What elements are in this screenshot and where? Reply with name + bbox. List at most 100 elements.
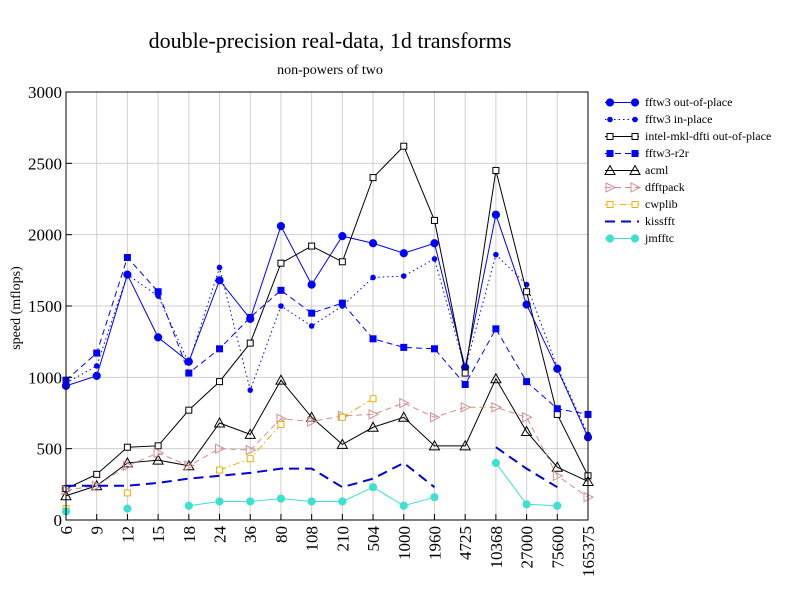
series-4 [60, 372, 594, 501]
legend-marker [606, 133, 614, 140]
legend-marker [606, 201, 614, 208]
data-point [336, 438, 349, 449]
data-point [307, 416, 318, 427]
data-point [92, 480, 103, 492]
x-tick-label: 18 [180, 526, 199, 543]
y-tick-label: 1000 [28, 368, 62, 387]
data-point [216, 466, 224, 474]
data-point [368, 483, 378, 492]
data-point [399, 501, 408, 510]
data-point [397, 411, 410, 422]
x-tick-label: 10368 [487, 526, 506, 569]
data-point [93, 470, 101, 478]
data-point [491, 458, 500, 468]
x-tick-label: 80 [272, 526, 291, 543]
data-point [185, 369, 193, 377]
data-point [430, 345, 438, 353]
data-point [215, 276, 224, 285]
data-point [154, 442, 162, 450]
data-point [491, 210, 500, 219]
legend-label: dfftpack [645, 180, 685, 194]
data-point [276, 494, 286, 503]
data-point [308, 309, 316, 317]
x-tick-label: 15 [149, 526, 168, 543]
data-point [277, 259, 285, 267]
series-line [495, 446, 558, 489]
legend-label: fftw3-r2r [645, 146, 689, 160]
data-point [461, 369, 469, 377]
x-tick-label: 210 [333, 526, 352, 552]
data-point [154, 333, 163, 342]
data-point [430, 239, 439, 248]
data-point [399, 397, 410, 409]
x-axis: 6 9 12 15 18 24 36 80 108 210 504 1000 1960 4725 10368… [57, 514, 598, 577]
legend-marker [632, 116, 638, 123]
x-tick-label: 12 [118, 526, 137, 543]
data-point [523, 288, 531, 296]
data-point [338, 413, 346, 421]
data-point [123, 443, 131, 451]
series-2 [62, 142, 592, 493]
data-point [338, 258, 346, 266]
data-point [277, 286, 285, 294]
data-point [277, 420, 285, 428]
y-tick-label: 0 [54, 511, 63, 530]
series-1 [63, 251, 591, 438]
data-point [246, 313, 254, 321]
data-point [213, 416, 226, 428]
legend-swatch [605, 201, 639, 208]
data-point [461, 380, 469, 388]
data-point [400, 142, 408, 150]
legend-marker [629, 164, 641, 175]
data-point [370, 274, 376, 281]
data-point [430, 493, 439, 502]
data-point [369, 395, 377, 403]
x-tick-label: 165375 [579, 526, 598, 577]
data-point [216, 345, 224, 353]
data-point [215, 443, 226, 454]
data-point [551, 461, 564, 472]
series-line [342, 398, 374, 418]
data-point [428, 439, 441, 451]
data-point [459, 439, 472, 451]
data-point [152, 454, 164, 465]
x-tick-label: 36 [241, 526, 260, 543]
y-tick-label: 2000 [28, 226, 62, 245]
legend-marker [605, 98, 615, 107]
data-point [367, 421, 379, 432]
data-point [247, 387, 254, 393]
data-point [184, 501, 193, 510]
data-point [276, 222, 286, 231]
legend-label: cwplib [645, 197, 678, 211]
y-tick-label: 1500 [28, 297, 62, 316]
y-tick-label: 500 [37, 440, 63, 459]
data-point [122, 460, 134, 472]
data-point [246, 455, 254, 463]
data-point [368, 409, 380, 420]
data-point [123, 489, 131, 497]
data-point [460, 401, 472, 413]
series-line [65, 212, 589, 438]
legend-label: fftw3 out-of-place [645, 95, 733, 109]
data-point [429, 411, 441, 423]
data-point [553, 405, 561, 413]
x-tick-label: 9 [88, 526, 107, 535]
x-tick-label: 4725 [456, 526, 475, 560]
data-point [307, 280, 316, 289]
legend-marker [630, 182, 642, 193]
data-point [93, 349, 101, 357]
legend-swatch [605, 182, 642, 193]
x-tick-label: 75600 [548, 526, 567, 569]
legend-swatch [605, 98, 640, 107]
data-point [553, 410, 561, 418]
legend-marker [631, 133, 639, 140]
legend-swatch [605, 234, 640, 243]
data-point [523, 378, 531, 386]
data-point [490, 372, 502, 384]
data-point [216, 378, 224, 386]
series-layer [60, 142, 595, 516]
data-point [92, 371, 101, 381]
legend-swatch [605, 116, 639, 123]
data-point [185, 406, 193, 414]
legend-marker [631, 201, 639, 208]
